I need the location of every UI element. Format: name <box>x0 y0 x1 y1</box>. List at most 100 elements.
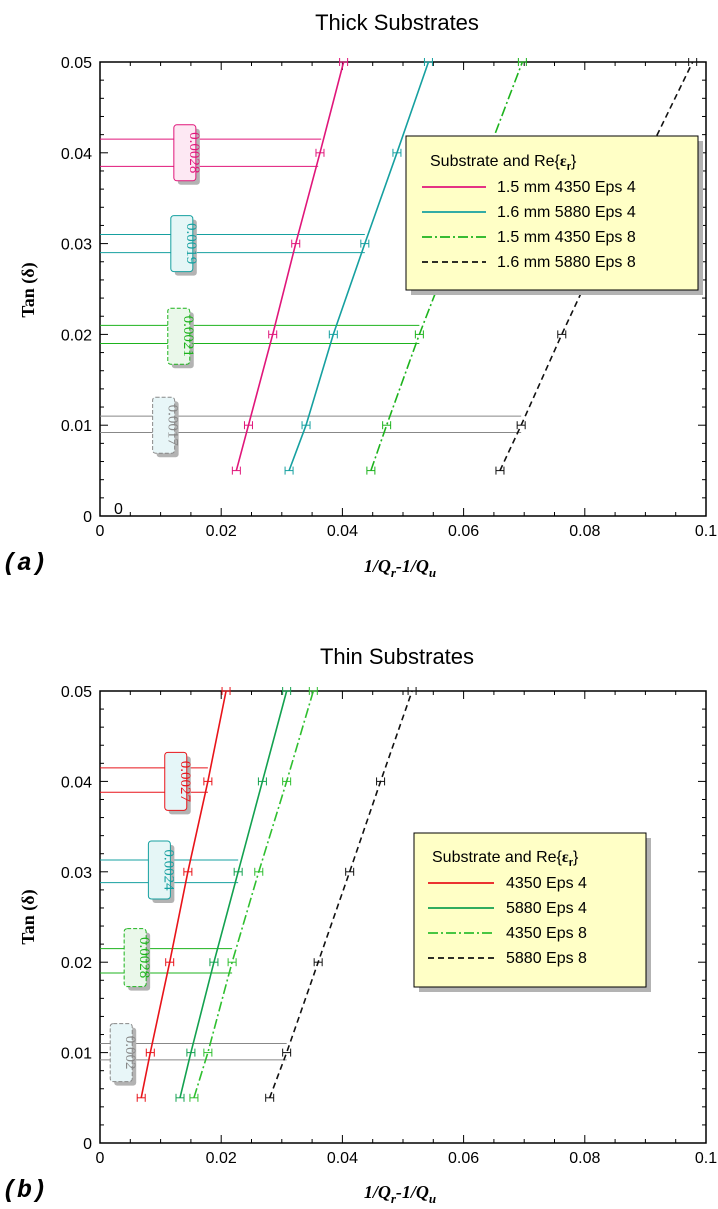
data-point <box>282 777 292 786</box>
y-label-main: Tan <box>18 911 38 945</box>
legend-entry: 1.6 mm 5880 Eps 8 <box>497 254 636 271</box>
data-point <box>243 421 253 430</box>
series-line <box>193 690 315 1099</box>
data-point <box>189 1093 199 1102</box>
y-axis-label: Tan (δ) <box>18 889 39 944</box>
data-point <box>136 1093 146 1102</box>
data-point <box>284 466 294 475</box>
data-point <box>209 958 219 967</box>
series-line <box>288 61 430 471</box>
data-point <box>360 239 370 248</box>
legend-title-sub: r <box>567 161 572 173</box>
y-label-main: Tan <box>18 284 38 318</box>
legend-title-main: Substrate and Re{ <box>432 849 563 866</box>
y-label-close: ) <box>18 262 39 268</box>
data-point <box>203 1048 213 1057</box>
annotation-label: 0.0019 <box>183 223 199 264</box>
x-label-sub-u: u <box>429 1191 436 1206</box>
legend-title-epsilon: ε <box>562 849 569 866</box>
data-point <box>495 466 505 475</box>
data-point <box>339 58 349 66</box>
annotation-label-box <box>109 1023 133 1083</box>
x-tick-label: 0.1 <box>695 1150 717 1167</box>
x-tick-label: 0.08 <box>569 1150 600 1167</box>
y-tick-label: 0.05 <box>61 684 92 701</box>
legend-entry: 5880 Eps 8 <box>506 950 587 967</box>
annotation-label-box <box>164 751 188 811</box>
data-point <box>315 148 325 157</box>
annotation-label: 0.0028 <box>136 937 152 978</box>
annotation-label: 0.0024 <box>160 849 176 891</box>
data-point <box>366 466 376 475</box>
data-point <box>282 687 292 695</box>
legend-entry: 1.5 mm 4350 Eps 4 <box>497 179 636 196</box>
data-point <box>301 421 311 430</box>
data-point <box>268 330 278 339</box>
x-tick-label: 0.04 <box>327 523 358 540</box>
annotation-label: 0.002 <box>122 1036 138 1070</box>
y-axis-label: Tan (δ) <box>18 262 39 317</box>
y-tick-label: 0.04 <box>61 146 92 163</box>
series-line <box>140 690 227 1098</box>
legend-title-end: } <box>573 849 579 866</box>
y-tick-label: 0.03 <box>61 237 92 254</box>
annotation-label-box <box>167 307 191 365</box>
data-point <box>557 330 567 339</box>
data-point <box>392 148 402 157</box>
data-point <box>382 421 392 430</box>
data-point <box>145 1048 155 1057</box>
legend: Substrate and Re{εr} 4350 Eps 4 5880 Eps 4… <box>413 832 651 992</box>
y-label-open: ( <box>18 905 39 911</box>
y-tick-label: 0 <box>83 1136 92 1153</box>
y-tick-label: 0.05 <box>61 55 92 72</box>
y-tick-label: 0.02 <box>61 327 92 344</box>
series-line <box>179 690 288 1098</box>
annotation-label: 0.0027 <box>177 761 193 803</box>
data-point <box>414 330 424 339</box>
legend-entry: 4350 Eps 4 <box>506 875 587 892</box>
x-axis-label: 1/Qr-1/Qu <box>364 556 436 580</box>
annotation-label-box <box>173 124 197 182</box>
x-label-sub-r: r <box>391 565 397 580</box>
series-line <box>235 61 345 471</box>
legend-entry: 4350 Eps 8 <box>506 925 587 942</box>
legend-title-end: } <box>571 153 577 170</box>
x-label-main: 1/Q <box>364 1182 391 1202</box>
x-tick-label: 0.1 <box>695 523 717 540</box>
legend-entry: 1.6 mm 5880 Eps 4 <box>497 204 636 221</box>
panel-label: (b) <box>2 1176 47 1205</box>
x-tick-label: 0.06 <box>448 1150 479 1167</box>
data-point <box>265 1093 275 1102</box>
data-point <box>254 867 264 876</box>
data-point <box>291 239 301 248</box>
x-tick-label: 0 <box>96 1150 105 1167</box>
series-line <box>268 690 413 1099</box>
legend-title-main: Substrate and Re{ <box>430 153 561 170</box>
x-tick-label: 0.04 <box>327 1150 358 1167</box>
legend-title-epsilon: ε <box>560 153 567 170</box>
data-point <box>328 330 338 339</box>
x-axis-label: 1/Qr-1/Qu <box>364 1182 436 1206</box>
chart-panel-a: Thick Substrates 0 0.02 0.04 0.06 0.08 0.1 0 0.0… <box>2 10 717 580</box>
y-label-close: ) <box>18 889 39 895</box>
data-point <box>186 1048 196 1057</box>
x-tick-label: 0.08 <box>569 523 600 540</box>
annotation-label: 0.0021 <box>180 316 196 357</box>
y-label-delta: δ <box>18 895 38 904</box>
data-point <box>376 777 386 786</box>
x-label-sub-r: r <box>391 1191 397 1206</box>
chart-panel-b: Thin Substrates 0 0.02 0.04 0.06 0.08 0.1 0 0.01… <box>2 644 717 1206</box>
data-point <box>227 958 237 967</box>
annotation-label-box <box>152 396 176 454</box>
data-point <box>221 687 231 695</box>
x-label-main: 1/Q <box>364 556 391 576</box>
legend: Substrate and Re{εr} 1.5 mm 4350 Eps 4 1.6… <box>405 135 703 295</box>
legend-title: Substrate and Re{εr} <box>432 849 579 869</box>
legend-box <box>405 135 699 291</box>
data-point <box>257 777 267 786</box>
annotation-label: 0.0017 <box>165 405 181 447</box>
panel-label: (a) <box>2 549 47 578</box>
x-tick-label: 0.02 <box>206 523 237 540</box>
legend-entry: 1.5 mm 4350 Eps 8 <box>497 229 636 246</box>
data-point <box>407 687 417 695</box>
